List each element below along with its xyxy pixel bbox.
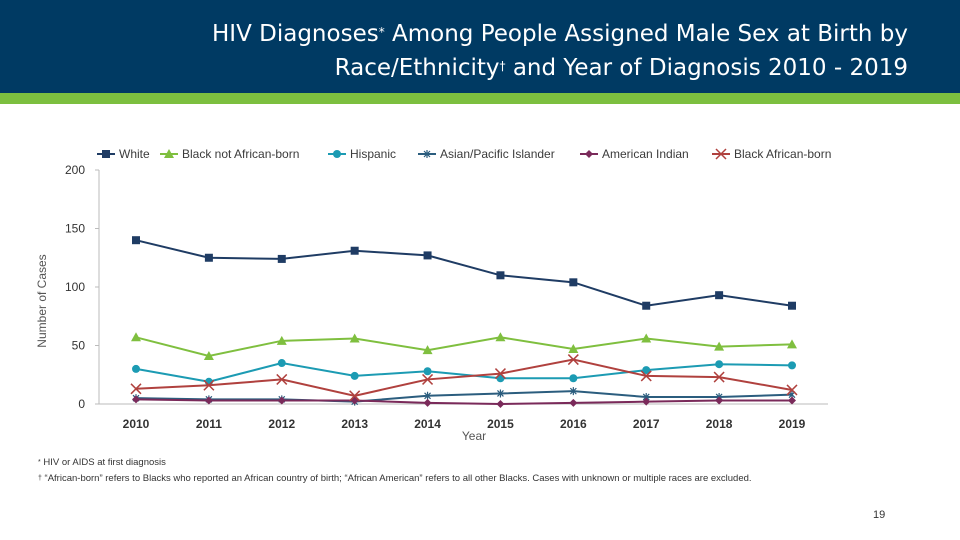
series-line-black-not-african-born — [135, 336, 793, 358]
x-tick-label: 2011 — [196, 417, 222, 431]
data-point-white — [715, 291, 724, 300]
data-point-white — [423, 251, 432, 260]
data-point-black-not-african-born — [349, 333, 360, 343]
legend-label-black-not-african-born: Black not African-born — [182, 147, 299, 161]
data-point-black-not-african-born — [422, 345, 433, 355]
data-point-black-not-african-born — [495, 332, 506, 342]
data-point-black-african-born — [422, 373, 434, 385]
data-point-hispanic — [569, 374, 578, 383]
data-point-asian-pacific-islander — [497, 389, 504, 398]
y-tick-label: 50 — [72, 339, 86, 353]
data-point-black-african-born — [276, 373, 288, 385]
data-point-american-indian — [132, 395, 140, 404]
x-tick-label: 2018 — [706, 417, 733, 431]
data-point-hispanic — [788, 361, 796, 370]
legend-label-asian-pacific-islander: Asian/Pacific Islander — [440, 147, 555, 161]
data-point-hispanic — [642, 366, 651, 375]
legend-label-american-indian: American Indian — [602, 147, 689, 161]
y-tick-label: 150 — [65, 222, 85, 236]
page-number: 19 — [873, 509, 886, 521]
legend-marker-american-indian — [585, 150, 593, 158]
legend-marker-white — [102, 150, 110, 158]
series-line-asian-pacific-islander — [135, 390, 793, 403]
line-chart: 0 50 100 150 200 2010 2011 2012 2013 2014 2015 2016… — [35, 147, 831, 443]
footnote-1: * HIV or AIDS at first diagnosis — [38, 457, 166, 468]
data-point-hispanic — [132, 364, 140, 373]
data-point-american-indian — [277, 396, 286, 405]
data-point-white — [496, 271, 505, 280]
series-line-hispanic — [135, 362, 793, 383]
data-point-black-african-born — [494, 368, 506, 380]
data-point-american-indian — [204, 396, 213, 405]
data-point-white — [350, 246, 359, 255]
data-point-asian-pacific-islander — [569, 387, 577, 396]
data-point-american-indian — [569, 398, 578, 407]
data-point-white — [132, 236, 140, 245]
data-point-hispanic — [350, 371, 359, 380]
header-accent-stripe — [0, 93, 960, 104]
page-title: HIV Diagnoses* Among People Assigned Mal… — [212, 21, 908, 81]
x-tick-label: 2010 — [123, 417, 150, 431]
data-point-black-african-born — [349, 390, 361, 402]
legend-marker-black-not-african-born — [164, 149, 174, 158]
data-point-american-indian — [423, 398, 432, 407]
data-point-black-african-born — [203, 379, 215, 391]
data-point-black-not-african-born — [787, 339, 797, 349]
data-point-american-indian — [715, 396, 724, 405]
y-axis-label: Number of Cases — [35, 254, 49, 347]
x-tick-label: 2012 — [268, 417, 295, 431]
x-tick-label: 2014 — [414, 417, 441, 431]
data-point-white — [204, 253, 213, 262]
x-tick-label: 2019 — [779, 417, 806, 431]
data-point-american-indian — [642, 397, 651, 406]
data-point-white — [277, 254, 286, 263]
legend-marker-black-african-born — [715, 148, 727, 160]
footnote-2: † “African-born” refers to Blacks who re… — [38, 473, 752, 484]
series-line-american-indian — [135, 398, 792, 406]
data-point-black-not-african-born — [568, 344, 579, 354]
data-point-american-indian — [496, 400, 505, 408]
x-tick-label: 2013 — [341, 417, 368, 431]
x-tick-label: 2016 — [560, 417, 587, 431]
data-point-hispanic — [423, 367, 432, 376]
y-tick-label: 0 — [78, 397, 85, 411]
data-point-black-not-african-born — [276, 335, 287, 345]
legend-label-hispanic: Hispanic — [350, 147, 396, 161]
data-point-american-indian — [788, 396, 796, 405]
series-line-white — [135, 239, 793, 307]
chart-area: 0 50 100 150 200 2010 2011 2012 2013 2014 2015 2016… — [0, 104, 960, 484]
header-band — [0, 0, 960, 93]
data-point-black-african-born — [130, 383, 142, 395]
data-point-black-african-born — [640, 370, 652, 382]
data-point-white — [642, 301, 651, 310]
x-tick-label: 2017 — [633, 417, 660, 431]
legend-label-white: White — [119, 147, 150, 161]
data-point-hispanic — [277, 359, 286, 368]
x-axis-label: Year — [462, 429, 486, 443]
data-point-asian-pacific-islander — [424, 391, 431, 400]
x-tick-label: 2015 — [487, 417, 514, 431]
data-point-black-not-african-born — [203, 351, 214, 361]
y-tick-label: 200 — [65, 163, 85, 177]
series-line-black-african-born — [135, 358, 793, 397]
legend-marker-asian-pacific-islander — [423, 150, 431, 158]
data-point-black-not-african-born — [131, 332, 141, 342]
data-point-black-african-born — [786, 384, 798, 396]
y-tick-label: 100 — [65, 280, 85, 294]
data-point-black-not-african-born — [714, 341, 725, 351]
data-point-white — [788, 301, 796, 310]
data-point-black-african-born — [567, 354, 579, 366]
data-point-hispanic — [715, 360, 724, 369]
data-point-black-african-born — [713, 371, 725, 383]
legend-marker-hispanic — [333, 150, 341, 158]
data-point-black-not-african-born — [641, 333, 652, 343]
data-point-white — [569, 278, 578, 287]
legend-label-black-african-born: Black African-born — [734, 147, 831, 161]
